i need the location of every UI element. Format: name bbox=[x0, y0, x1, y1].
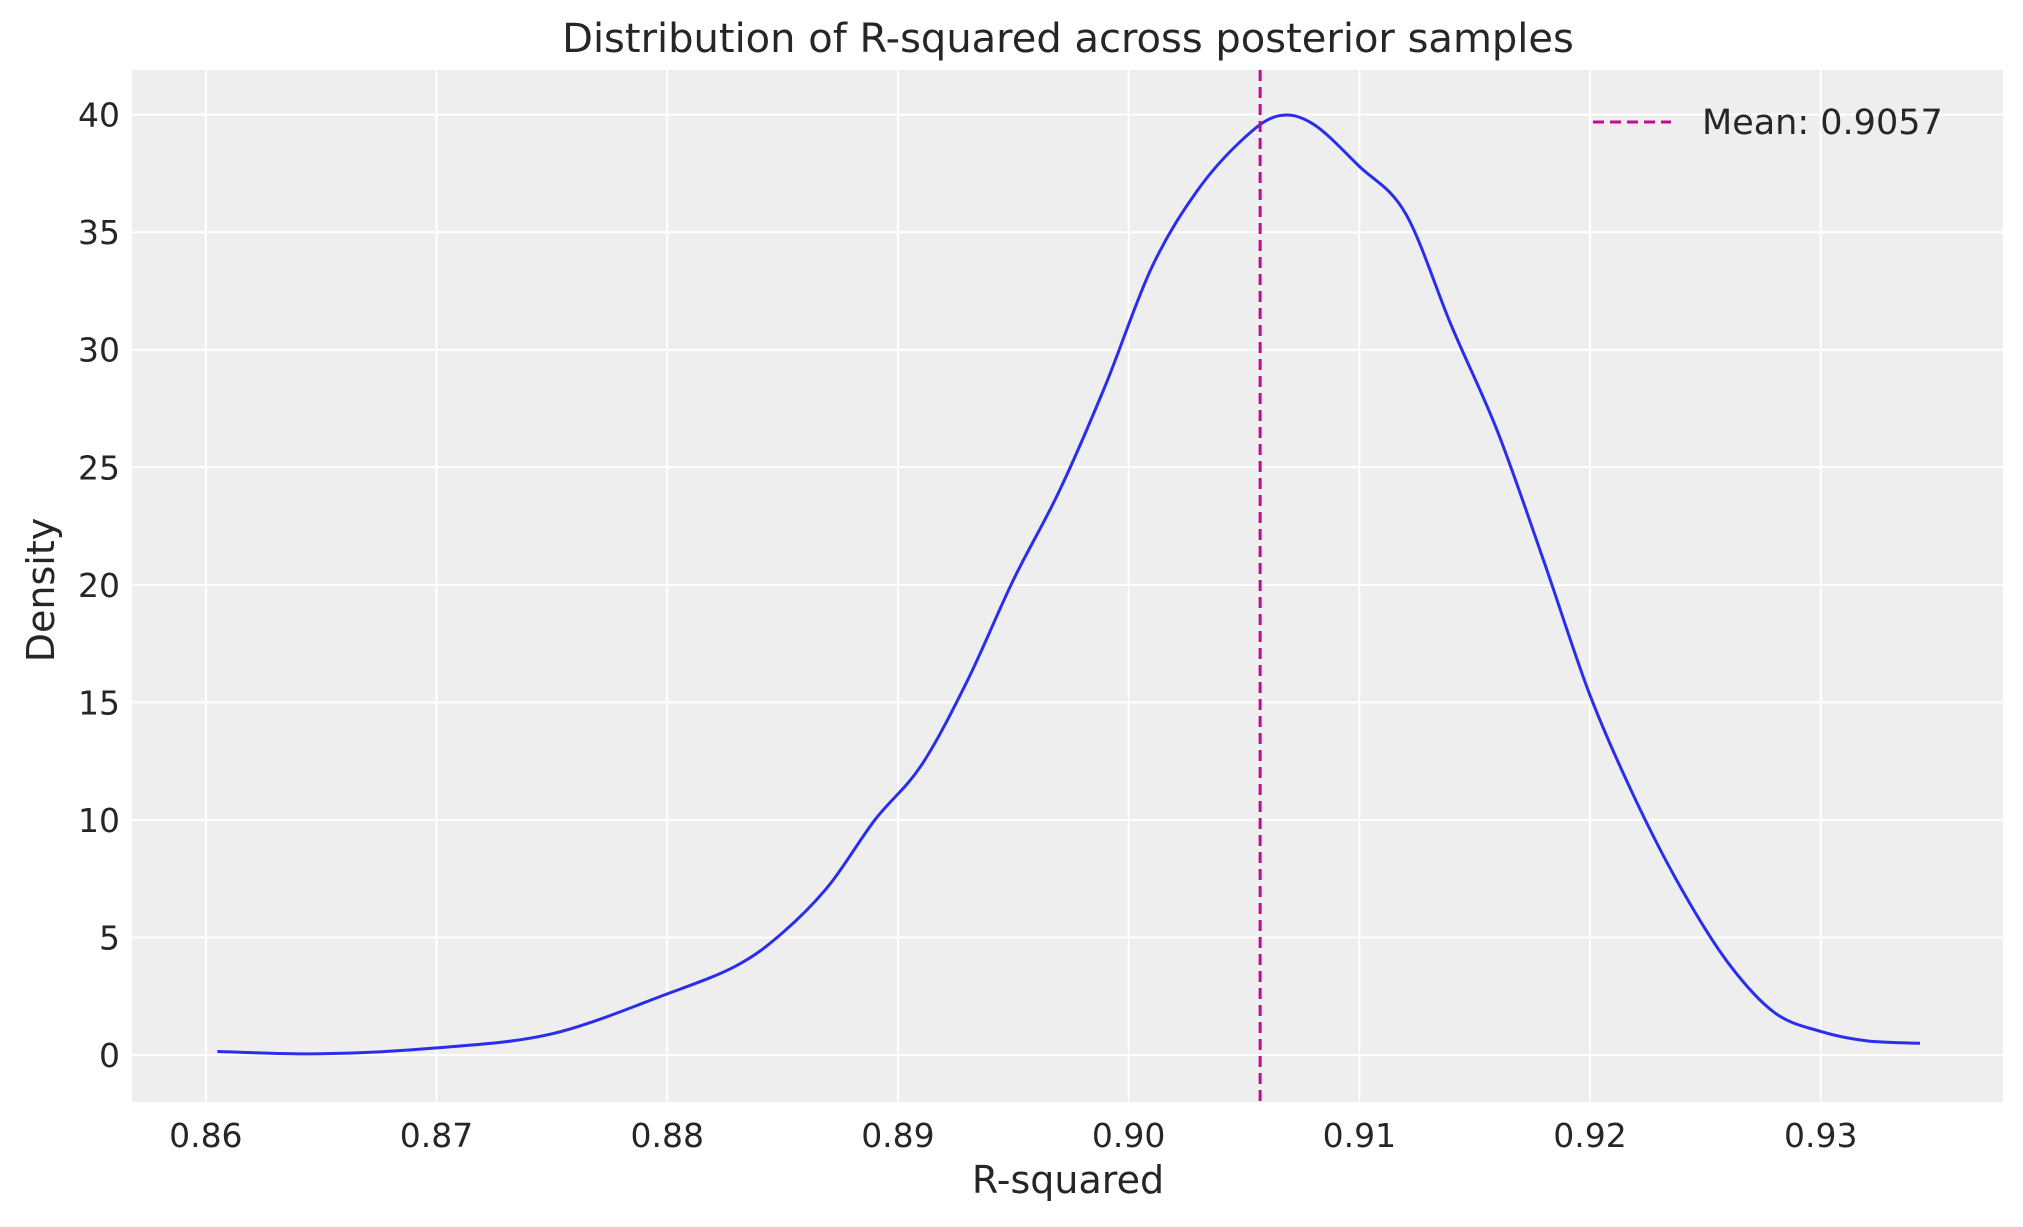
x-tick-label: 0.86 bbox=[169, 1116, 242, 1155]
x-tick-label: 0.93 bbox=[1784, 1116, 1857, 1155]
y-tick-label: 40 bbox=[78, 96, 120, 135]
y-tick-label: 30 bbox=[78, 331, 120, 370]
y-tick-label: 0 bbox=[99, 1036, 120, 1075]
x-tick-label: 0.87 bbox=[400, 1116, 473, 1155]
x-ticks: 0.86 0.87 0.88 0.89 0.90 0.91 0.92 0.93 bbox=[169, 1116, 1857, 1155]
y-tick-label: 5 bbox=[99, 918, 120, 957]
chart-title: Distribution of R-squared across posteri… bbox=[562, 16, 1574, 62]
plot-area bbox=[132, 70, 2003, 1102]
density-line bbox=[217, 113, 1921, 1056]
x-tick-label: 0.89 bbox=[861, 1116, 934, 1155]
y-tick-label: 35 bbox=[78, 213, 120, 252]
y-tick-label: 20 bbox=[78, 566, 120, 605]
y-ticks: 0 5 10 15 20 25 30 35 40 bbox=[78, 96, 120, 1075]
x-axis-label: R-squared bbox=[972, 1158, 1164, 1202]
y-tick-label: 15 bbox=[78, 683, 120, 722]
x-tick-label: 0.90 bbox=[1092, 1116, 1165, 1155]
grid bbox=[132, 70, 2003, 1102]
y-tick-label: 25 bbox=[78, 448, 120, 487]
legend: Mean: 0.9057 bbox=[1593, 103, 1943, 143]
y-axis-label: Density bbox=[19, 518, 63, 662]
x-tick-label: 0.91 bbox=[1323, 1116, 1396, 1155]
y-tick-label: 10 bbox=[78, 801, 120, 840]
x-tick-label: 0.92 bbox=[1553, 1116, 1626, 1155]
legend-mean-label: Mean: 0.9057 bbox=[1702, 103, 1943, 143]
x-tick-label: 0.88 bbox=[630, 1116, 703, 1155]
